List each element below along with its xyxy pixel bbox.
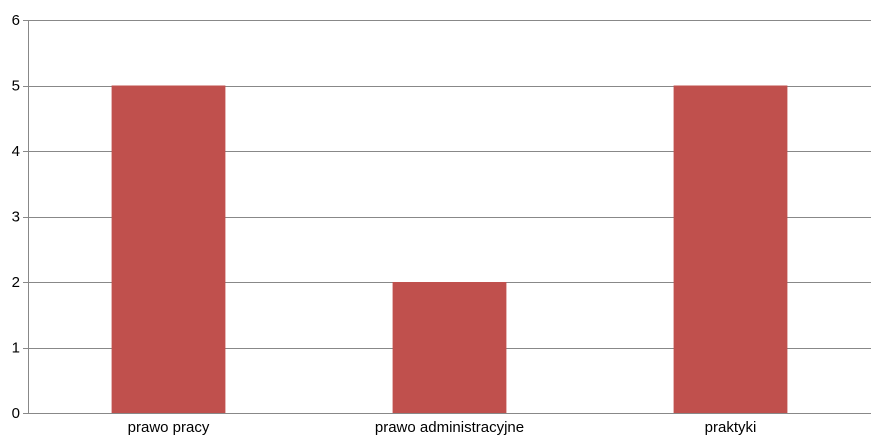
bar-1 <box>392 282 507 413</box>
bar-0 <box>111 85 226 413</box>
x-tick-label: prawo administracyjne <box>375 419 524 436</box>
x-tick-label: praktyki <box>705 419 757 436</box>
x-tick-label: prawo pracy <box>128 419 210 436</box>
y-tick-label: 2 <box>12 274 20 291</box>
y-tick-label: 1 <box>12 340 20 357</box>
y-tick-label: 6 <box>12 12 20 29</box>
y-tick-label: 5 <box>12 78 20 95</box>
bar-2 <box>673 85 788 413</box>
tick-labels: 0 1 2 3 4 5 6 prawo pracy prawo administracyjne p… <box>12 12 757 436</box>
y-tick-label: 4 <box>12 143 20 160</box>
y-tick-label: 0 <box>12 405 20 422</box>
axes <box>23 20 871 414</box>
y-tick-label: 3 <box>12 209 20 226</box>
bars <box>111 85 788 413</box>
